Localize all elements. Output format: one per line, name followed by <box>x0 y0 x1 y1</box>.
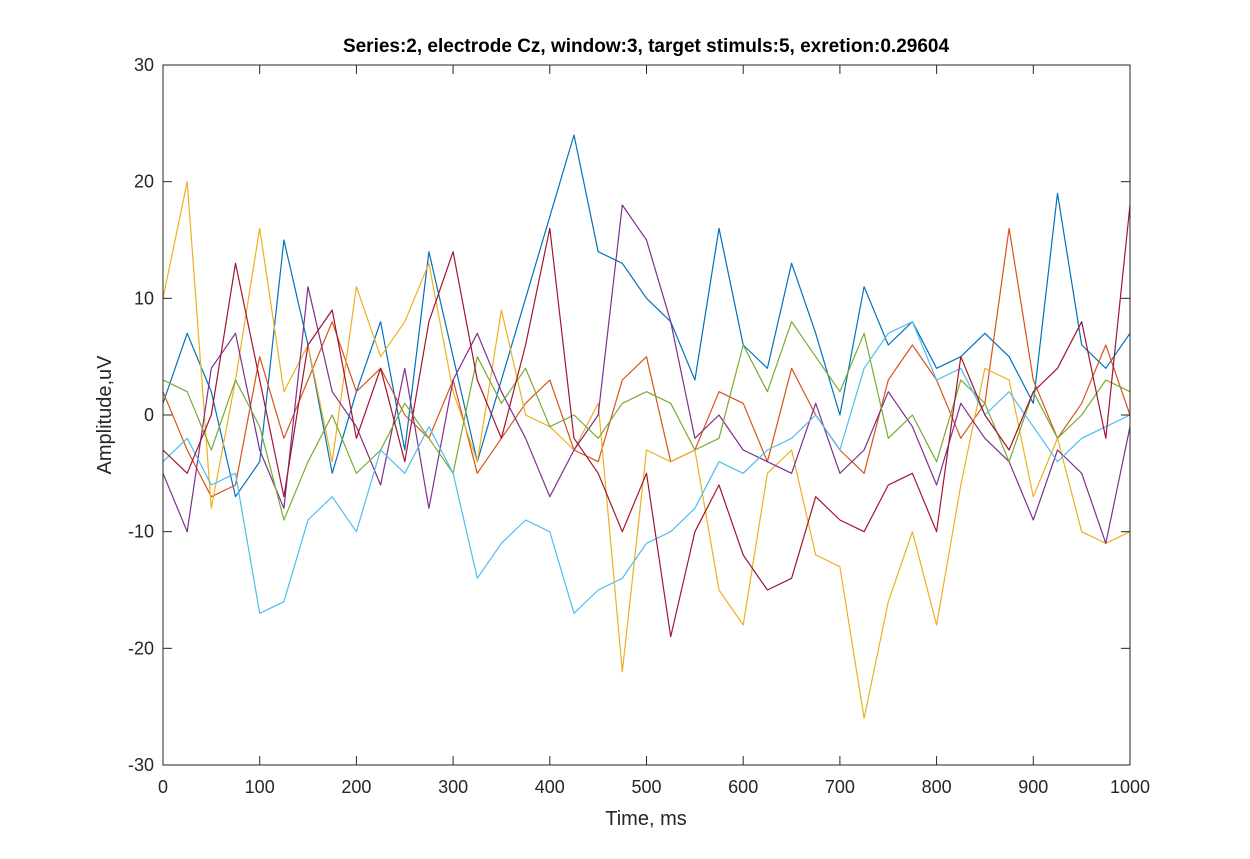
x-axis-label: Time, ms <box>605 808 686 830</box>
x-tick-label: 800 <box>922 777 952 797</box>
x-axis: 0 100 200 300 400 500 600 700 800 900 1000 <box>158 65 1150 797</box>
series-line-4 <box>162 204 1131 544</box>
series-line-2 <box>162 227 1131 498</box>
series-line-1 <box>162 134 1131 498</box>
x-tick-label: 600 <box>728 777 758 797</box>
x-tick-label: 200 <box>341 777 371 797</box>
plot-lines <box>162 134 1131 719</box>
chart-title: Series:2, electrode Cz, window:3, target… <box>343 36 950 57</box>
x-tick-label: 900 <box>1018 777 1048 797</box>
x-tick-label: 0 <box>158 777 168 797</box>
y-axis-label: Amplitude,uV <box>94 355 116 475</box>
x-tick-label: 700 <box>825 777 855 797</box>
x-tick-label: 300 <box>438 777 468 797</box>
series-line-3 <box>162 181 1131 719</box>
y-tick-label: -30 <box>128 755 154 775</box>
y-tick-label: 0 <box>144 405 154 425</box>
y-tick-label: -20 <box>128 638 154 658</box>
y-tick-label: 30 <box>134 55 154 75</box>
x-tick-label: 1000 <box>1110 777 1150 797</box>
y-tick-label: 10 <box>134 288 154 308</box>
x-tick-label: 500 <box>631 777 661 797</box>
x-tick-label: 100 <box>245 777 275 797</box>
y-tick-label: 20 <box>134 172 154 192</box>
y-tick-label: -10 <box>128 522 154 542</box>
x-tick-label: 400 <box>535 777 565 797</box>
y-axis: -30 -20 -10 0 10 20 30 <box>128 55 1130 775</box>
series-line-6 <box>162 321 1131 614</box>
series-line-5 <box>162 321 1131 521</box>
series-line-7 <box>162 204 1131 638</box>
